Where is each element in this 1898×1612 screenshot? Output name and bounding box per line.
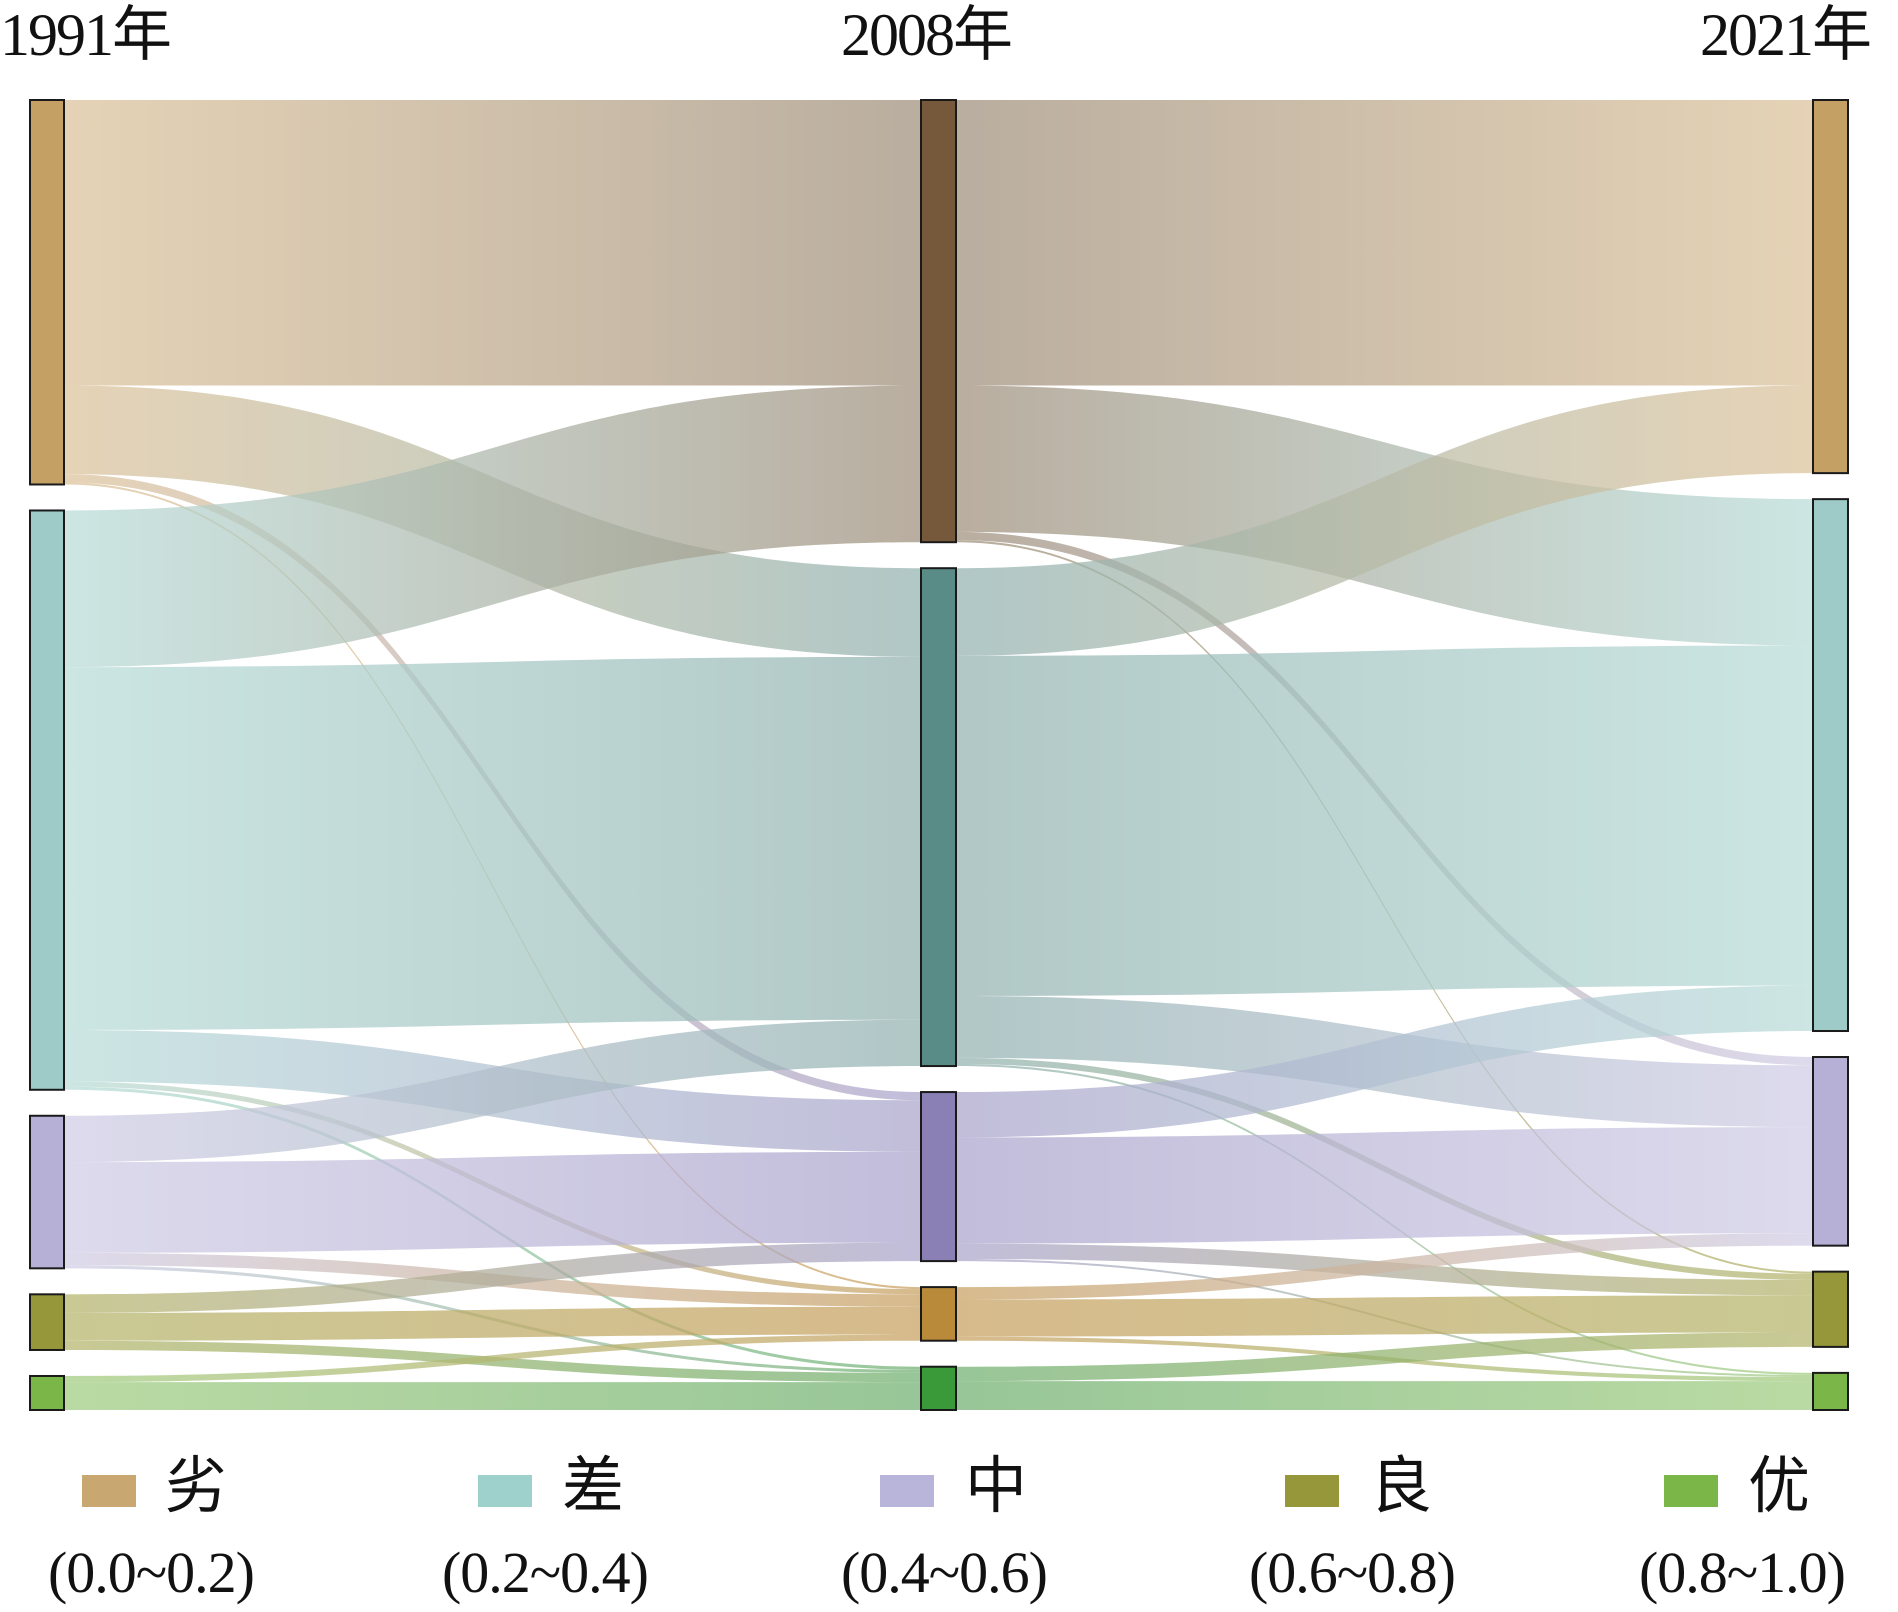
node-2008年-劣 <box>920 99 957 544</box>
legend-label-bad: 差 <box>562 1449 625 1522</box>
flow-1991年-良-to-2008年-良 <box>64 1306 921 1341</box>
legend-label-medium: 中 <box>965 1449 1028 1522</box>
node-2021年-劣 <box>1812 99 1849 475</box>
flow-1991年-中-to-2008年-中 <box>64 1151 921 1253</box>
flow-2008年-差-to-2021年-差 <box>956 645 1813 996</box>
node-2021年-优 <box>1812 1371 1849 1412</box>
flow-1991年-差-to-2008年-劣 <box>64 385 921 668</box>
legend-label-good: 良 <box>1370 1449 1433 1522</box>
legend-range-bad: (0.2~0.4) <box>441 1540 649 1605</box>
node-1991年-优 <box>29 1374 65 1412</box>
node-2021年-良 <box>1812 1270 1849 1348</box>
flow-2008年-良-to-2021年-良 <box>956 1295 1813 1337</box>
legend-swatch-excellent <box>1664 1475 1718 1507</box>
flow-2008年-差-to-2021年-劣 <box>956 385 1813 656</box>
node-1991年-良 <box>29 1293 65 1351</box>
node-2008年-中 <box>920 1091 957 1263</box>
node-1991年-劣 <box>29 99 65 486</box>
flow-2008年-良-to-2021年-中 <box>956 1233 1813 1300</box>
legend-range-excellent: (0.8~1.0) <box>1638 1540 1846 1605</box>
node-2021年-差 <box>1812 498 1849 1033</box>
flow-1991年-差-to-2008年-差 <box>64 656 921 1030</box>
legend-range-poor: (0.0~0.2) <box>47 1540 255 1605</box>
node-2008年-良 <box>920 1286 957 1342</box>
node-2008年-差 <box>920 567 957 1068</box>
node-2008年-优 <box>920 1365 957 1411</box>
column-label-2021: 2021年 <box>1700 2 1872 68</box>
flow-2008年-中-to-2021年-中 <box>956 1127 1813 1244</box>
column-label-2008: 2008年 <box>841 2 1013 68</box>
column-label-1991: 1991年 <box>0 2 172 68</box>
legend-label-excellent: 优 <box>1748 1449 1811 1522</box>
flow-1991年-优-to-2008年-良 <box>64 1334 921 1383</box>
legend-swatch-poor <box>82 1475 136 1507</box>
flow-1991年-良-to-2008年-优 <box>64 1340 921 1383</box>
flow-2008年-优-to-2021年-优 <box>956 1381 1813 1410</box>
legend-range-medium: (0.4~0.6) <box>840 1540 1048 1605</box>
flow-1991年-优-to-2008年-优 <box>64 1382 921 1410</box>
node-1991年-差 <box>29 509 65 1091</box>
legend-label-poor: 劣 <box>165 1449 228 1522</box>
flow-2008年-中-to-2021年-差 <box>956 985 1813 1138</box>
nodes <box>29 99 1849 1412</box>
legend-swatch-bad <box>478 1475 532 1507</box>
flow-1991年-劣-to-2008年-劣 <box>64 100 921 386</box>
flow-2008年-优-to-2021年-良 <box>956 1332 1813 1382</box>
flows <box>64 100 1813 1410</box>
flow-1991年-中-to-2008年-差 <box>64 1019 921 1163</box>
legend-swatch-good <box>1285 1475 1339 1507</box>
legend-swatch-medium <box>880 1475 934 1507</box>
legend-range-good: (0.6~0.8) <box>1248 1540 1456 1605</box>
node-1991年-中 <box>29 1114 65 1270</box>
flow-1991年-良-to-2008年-中 <box>64 1242 921 1313</box>
flow-2008年-劣-to-2021年-劣 <box>956 100 1813 386</box>
node-2021年-中 <box>1812 1056 1849 1247</box>
